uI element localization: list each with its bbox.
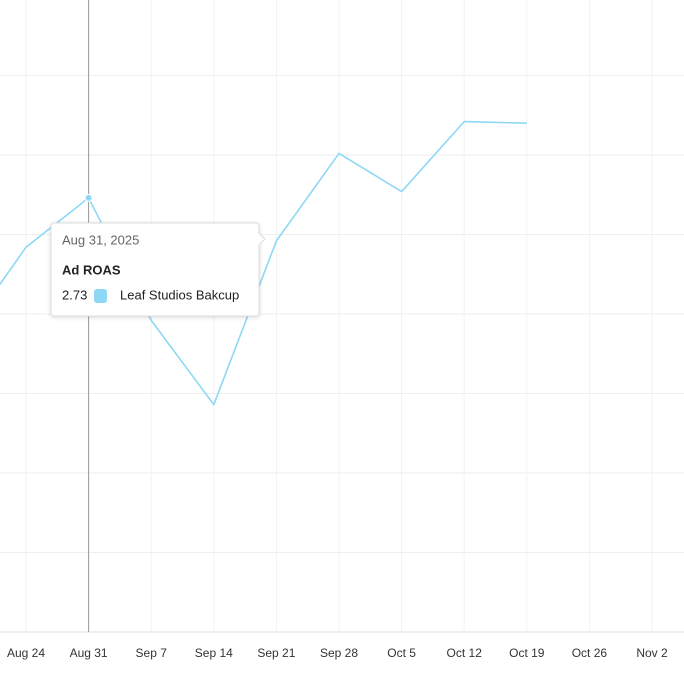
x-tick-label: Oct 5 — [387, 646, 416, 660]
hover-point — [84, 193, 93, 202]
x-tick-label: Nov 2 — [636, 646, 668, 660]
x-tick-label: Oct 19 — [509, 646, 545, 660]
x-tick-label: Oct 12 — [447, 646, 483, 660]
x-tick-label: Oct 26 — [572, 646, 608, 660]
tooltip-arrow-cover — [257, 233, 259, 245]
x-tick-label: Sep 28 — [320, 646, 358, 660]
x-tick-label: Aug 31 — [70, 646, 108, 660]
tooltip-swatch — [94, 289, 107, 303]
x-tick-label: Sep 7 — [136, 646, 168, 660]
tooltip-metric: Ad ROAS — [62, 262, 121, 277]
tooltip-series-name: Leaf Studios Bakcup — [120, 287, 239, 302]
x-tick-label: Sep 14 — [195, 646, 233, 660]
tooltip-value: 2.73 — [62, 287, 87, 302]
tooltip-date: Aug 31, 2025 — [62, 232, 139, 247]
x-tick-label: Sep 21 — [257, 646, 295, 660]
x-tick-label: Aug 24 — [7, 646, 45, 660]
